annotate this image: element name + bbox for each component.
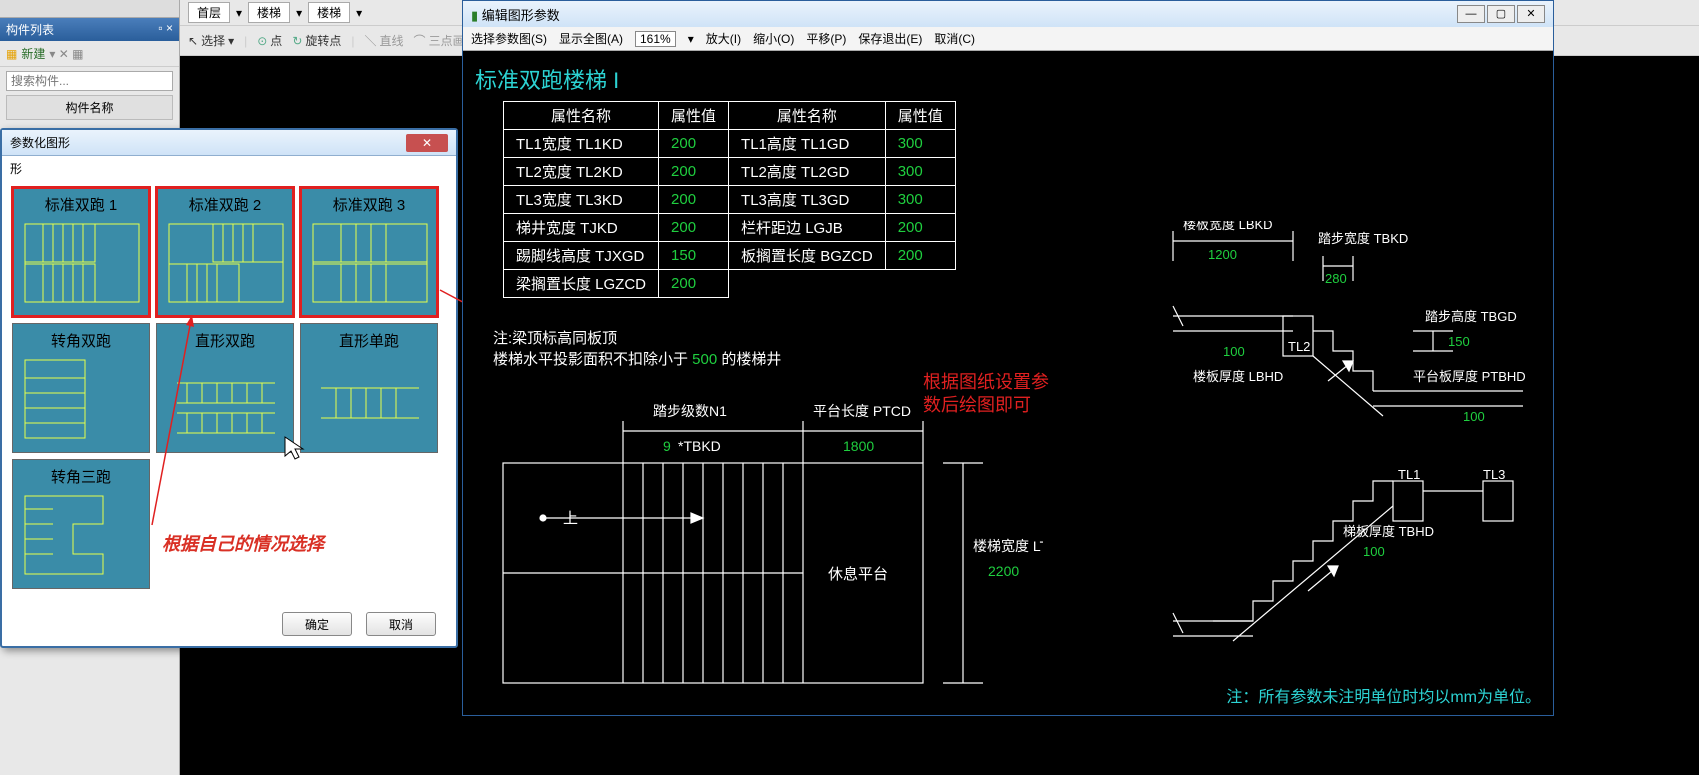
zoom-box[interactable]: 161% xyxy=(635,31,676,47)
new-button[interactable]: 新建 xyxy=(21,45,45,62)
thumb-corner-double[interactable]: 转角双跑 xyxy=(12,323,150,453)
svg-text:100: 100 xyxy=(1363,544,1385,559)
svg-text:踏步级数N1: 踏步级数N1 xyxy=(653,403,727,419)
close-icon[interactable]: ✕ xyxy=(1517,5,1545,23)
stair-plan-diagram: 踏步级数N1 9 *TBKD 平台长度 PTCD 1800 上 休息平台 楼梯宽… xyxy=(483,401,1043,701)
note-block: 注:梁顶标高同板顶 楼梯水平投影面积不扣除小于 500 的楼梯井 xyxy=(493,327,781,369)
menu-cancel[interactable]: 取消(C) xyxy=(934,30,975,47)
tool-line[interactable]: ＼直线 xyxy=(365,32,404,49)
thumb-straight-single[interactable]: 直形单跑 xyxy=(300,323,438,453)
svg-text:100: 100 xyxy=(1223,344,1245,359)
menu-save-exit[interactable]: 保存退出(E) xyxy=(858,30,922,47)
svg-text:100: 100 xyxy=(1463,409,1485,424)
crumb-sub[interactable]: 楼梯 xyxy=(308,2,350,23)
dialog-title: 参数化图形 xyxy=(10,134,70,151)
menu-show-all[interactable]: 显示全图(A) xyxy=(559,30,623,47)
stair-section-diagram: 楼板宽度 LBKD 1200 踏步宽度 TBKD 280 踏步高度 TBGD 1… xyxy=(1153,221,1543,691)
editor-titlebar[interactable]: ▮ 编辑图形参数 — ▢ ✕ xyxy=(463,1,1553,27)
svg-text:梯板厚度 TBHD: 梯板厚度 TBHD xyxy=(1343,524,1434,539)
menu-select-param[interactable]: 选择参数图(S) xyxy=(471,30,547,47)
thumb-corner-triple[interactable]: 转角三跑 xyxy=(12,459,150,589)
footer-note: 注：所有参数未注明单位时均以mm为单位。 xyxy=(1226,683,1541,707)
point-icon: ⊙ xyxy=(257,34,267,48)
svg-text:楼板厚度 LBHD: 楼板厚度 LBHD xyxy=(1193,369,1283,384)
close-icon[interactable]: ✕ xyxy=(406,134,448,152)
component-list-header: 构件列表 ▫ × xyxy=(0,18,179,41)
rotate-icon: ↻ xyxy=(292,34,302,48)
svg-text:TL1: TL1 xyxy=(1398,467,1420,482)
component-list-toolbar: ▦ 新建 ▾ ✕ ▦ xyxy=(0,41,179,67)
editor-menu: 选择参数图(S) 显示全图(A) 161%▾ 放大(I) 缩小(O) 平移(P)… xyxy=(463,27,1553,51)
svg-text:280: 280 xyxy=(1325,271,1347,286)
dialog-titlebar[interactable]: 参数化图形 ✕ xyxy=(2,130,456,156)
tool-select[interactable]: ↖选择▾ xyxy=(188,32,234,49)
dialog-subtitle: 形 xyxy=(2,156,456,181)
tool-threepoint[interactable]: ⌒三点画 xyxy=(414,32,465,49)
maximize-icon[interactable]: ▢ xyxy=(1487,5,1515,23)
svg-text:TL2: TL2 xyxy=(1288,339,1310,354)
thumb-standard-double-2[interactable]: 标准双跑 2 xyxy=(156,187,294,317)
svg-text:9: 9 xyxy=(663,438,671,454)
edit-shape-params-window: ▮ 编辑图形参数 — ▢ ✕ 选择参数图(S) 显示全图(A) 161%▾ 放大… xyxy=(462,0,1554,716)
tool-point[interactable]: ⊙点 xyxy=(257,32,282,49)
tool-rotate-point[interactable]: ↻旋转点 xyxy=(292,32,341,49)
search-input[interactable] xyxy=(6,71,173,91)
svg-text:*TBKD: *TBKD xyxy=(678,438,721,454)
svg-text:150: 150 xyxy=(1448,334,1470,349)
svg-text:楼板宽度 LBKD: 楼板宽度 LBKD xyxy=(1183,221,1273,232)
cancel-button[interactable]: 取消 xyxy=(366,612,436,636)
thumb-straight-double[interactable]: 直形双跑 xyxy=(156,323,294,453)
svg-text:楼梯宽度 LTKD: 楼梯宽度 LTKD xyxy=(973,538,1043,554)
stair-type-title: 标准双跑楼梯 I xyxy=(475,63,619,95)
line-icon: ＼ xyxy=(365,32,377,49)
arc-icon: ⌒ xyxy=(414,32,426,49)
minimize-icon[interactable]: — xyxy=(1457,5,1485,23)
menu-zoom-in[interactable]: 放大(I) xyxy=(706,30,741,47)
parametric-shape-dialog: 参数化图形 ✕ 形 标准双跑 1 标准双跑 2 标准双跑 3 转角双跑 直形双跑… xyxy=(0,128,458,648)
component-list-title: 构件列表 xyxy=(6,21,54,38)
cursor-icon: ↖ xyxy=(188,34,198,48)
editor-canvas[interactable]: 标准双跑楼梯 I 属性名称属性值属性名称属性值 TL1宽度 TL1KD200TL… xyxy=(463,51,1553,715)
app-icon: ▮ xyxy=(471,8,478,23)
svg-text:休息平台: 休息平台 xyxy=(828,566,888,583)
crumb-cat[interactable]: 楼梯 xyxy=(248,2,290,23)
property-table: 属性名称属性值属性名称属性值 TL1宽度 TL1KD200TL1高度 TL1GD… xyxy=(503,101,956,298)
crumb-floor[interactable]: 首层 xyxy=(188,2,230,23)
svg-text:1200: 1200 xyxy=(1208,247,1237,262)
svg-text:上: 上 xyxy=(563,510,578,527)
new-icon: ▦ xyxy=(6,47,17,61)
thumb-standard-double-3[interactable]: 标准双跑 3 xyxy=(300,187,438,317)
svg-text:踏步宽度 TBKD: 踏步宽度 TBKD xyxy=(1318,231,1408,246)
svg-text:1800: 1800 xyxy=(843,438,874,454)
editor-title: 编辑图形参数 xyxy=(482,8,560,23)
menu-pan[interactable]: 平移(P) xyxy=(806,30,846,47)
column-header: 构件名称 xyxy=(6,95,173,120)
svg-text:平台板厚度 PTBHD: 平台板厚度 PTBHD xyxy=(1413,369,1526,384)
menu-zoom-out[interactable]: 缩小(O) xyxy=(753,30,794,47)
svg-text:踏步高度 TBGD: 踏步高度 TBGD xyxy=(1425,309,1517,324)
svg-text:平台长度 PTCD: 平台长度 PTCD xyxy=(813,403,911,419)
dialog-annotation: 根据自己的情况选择 xyxy=(162,530,324,556)
thumb-standard-double-1[interactable]: 标准双跑 1 xyxy=(12,187,150,317)
svg-text:TL3: TL3 xyxy=(1483,467,1505,482)
svg-text:2200: 2200 xyxy=(988,563,1019,579)
component-list-pin[interactable]: ▫ × xyxy=(158,21,173,38)
ok-button[interactable]: 确定 xyxy=(282,612,352,636)
